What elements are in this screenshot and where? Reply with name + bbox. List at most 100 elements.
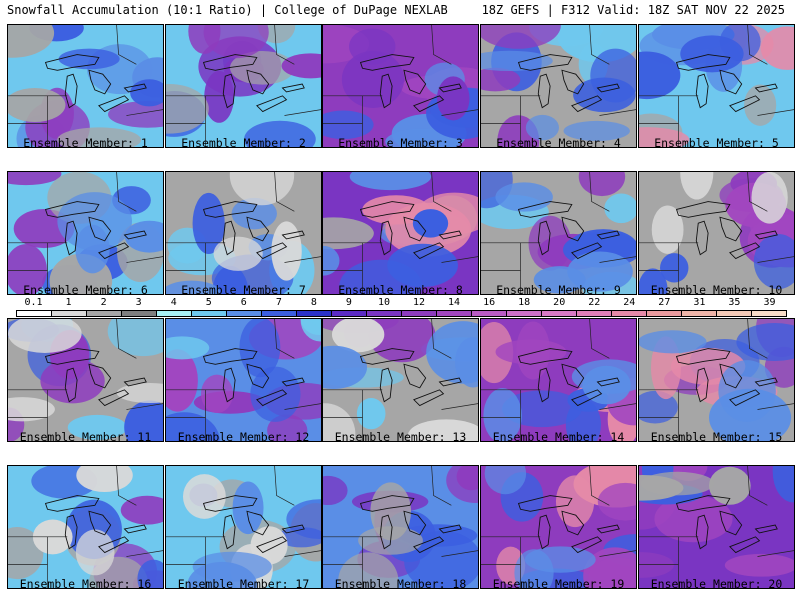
great-lake-outline xyxy=(537,73,551,109)
ensemble-member-map xyxy=(7,171,164,295)
color-scale-swatch xyxy=(542,311,577,316)
great-lake-outline xyxy=(403,69,427,95)
great-lake-outline xyxy=(44,348,100,365)
state-border-line xyxy=(126,109,163,116)
color-scale-tick-label: 0.1 xyxy=(24,297,43,308)
ensemble-member-map xyxy=(165,24,322,148)
snowfall-contour xyxy=(166,280,221,294)
great-lake-outline xyxy=(281,83,305,93)
state-border-line xyxy=(441,109,478,116)
snowfall-contour xyxy=(455,337,478,388)
snowfall-contour xyxy=(130,79,163,107)
snowfall-contour xyxy=(516,321,551,380)
snowfall-contour xyxy=(8,172,62,186)
great-lake-outline xyxy=(675,201,731,218)
snowfall-contour xyxy=(244,120,316,147)
snowfall-contour xyxy=(239,319,281,378)
great-lake-outline xyxy=(246,363,270,389)
great-lake-outline xyxy=(517,348,573,365)
great-lake-outline xyxy=(123,524,147,534)
ensemble-member-label: Ensemble Member: 11 xyxy=(19,430,152,444)
ensemble-member-map xyxy=(638,171,795,295)
great-lake-outline xyxy=(88,69,112,95)
map-title: Snowfall Accumulation (10:1 Ratio) | Col… xyxy=(7,3,448,17)
great-lake-outline xyxy=(438,83,462,93)
ensemble-member-map xyxy=(638,465,795,589)
great-lake-outline xyxy=(403,363,427,389)
great-lake-outline xyxy=(695,514,709,550)
great-lake-outline xyxy=(675,54,731,71)
state-border-line xyxy=(126,550,163,557)
great-lake-outline xyxy=(695,367,709,403)
state-border-line xyxy=(431,172,452,212)
color-scale-swatch xyxy=(227,311,262,316)
great-lake-outline xyxy=(517,54,573,71)
state-border-line xyxy=(599,550,636,557)
color-scale-swatch xyxy=(367,311,402,316)
color-scale-tick-label: 20 xyxy=(553,297,566,308)
snowfall-contour xyxy=(229,172,295,206)
state-border-line xyxy=(284,550,321,557)
great-lake-outline xyxy=(44,495,100,512)
snowfall-contour xyxy=(724,553,794,577)
great-lake-outline xyxy=(571,95,603,113)
snowfall-contour xyxy=(533,266,586,294)
color-scale-labels: 0.1 1 2 3 4 5 6 7 8 9 10 12 14 16 18 20 22 24 27 31 35 39 xyxy=(16,297,787,309)
great-lake-outline xyxy=(256,95,288,113)
snowfall-contour xyxy=(57,192,132,251)
snowfall-contour xyxy=(75,529,115,576)
color-scale-swatch xyxy=(612,311,647,316)
snowfall-contour xyxy=(495,182,553,212)
snowfall-contour xyxy=(213,236,263,271)
color-scale-swatch xyxy=(297,311,332,316)
great-lake-outline xyxy=(561,363,585,389)
ensemble-member-map xyxy=(638,318,795,442)
snowfall-contour xyxy=(276,527,321,548)
state-border-line xyxy=(274,172,295,212)
color-scale-tick-label: 3 xyxy=(135,297,142,308)
snowfall-contour xyxy=(588,557,636,588)
snowfall-contour xyxy=(8,397,55,422)
color-scale-tick-label: 18 xyxy=(518,297,531,308)
great-lake-outline xyxy=(729,389,761,407)
great-lake-outline xyxy=(695,73,709,109)
state-border-line xyxy=(284,403,321,410)
color-scale-swatch xyxy=(647,311,682,316)
great-lake-outline xyxy=(88,510,112,536)
great-lake-outline xyxy=(719,510,743,536)
great-lake-outline xyxy=(675,348,731,365)
snowfall-contour xyxy=(571,359,636,394)
snowfall-contour xyxy=(323,345,368,390)
snowfall-contour xyxy=(555,475,595,528)
snowfall-contour xyxy=(349,28,396,65)
snowfall-contour xyxy=(8,87,66,123)
great-lake-outline xyxy=(202,348,258,365)
snowfall-contour xyxy=(660,253,689,283)
great-lake-outline xyxy=(754,524,778,534)
snowfall-contour xyxy=(124,400,163,441)
state-border-line xyxy=(747,466,768,506)
snowfall-contour xyxy=(203,25,269,59)
snowfall-contour xyxy=(116,382,163,404)
ensemble-member-map xyxy=(480,465,637,589)
state-border-line xyxy=(274,466,295,506)
snowfall-contour xyxy=(8,25,55,58)
great-lake-outline xyxy=(281,377,305,387)
great-lake-outline xyxy=(359,348,415,365)
state-border-line xyxy=(441,403,478,410)
snowfall-contour xyxy=(368,319,436,363)
valid-time-label: 18Z GEFS | F312 Valid: 18Z SAT NOV 22 20… xyxy=(481,3,785,17)
great-lake-outline xyxy=(359,201,415,218)
color-scale-tick-label: 39 xyxy=(763,297,776,308)
great-lake-outline xyxy=(571,389,603,407)
great-lake-outline xyxy=(413,242,445,260)
state-border-line xyxy=(747,319,768,359)
color-scale-swatch xyxy=(332,311,367,316)
great-lake-outline xyxy=(123,83,147,93)
snowfall-contour xyxy=(281,53,321,79)
great-lake-outline xyxy=(281,230,305,240)
snowfall-contour xyxy=(338,552,399,588)
color-scale-tick-label: 9 xyxy=(345,297,352,308)
great-lake-outline xyxy=(359,495,415,512)
great-lake-outline xyxy=(729,242,761,260)
